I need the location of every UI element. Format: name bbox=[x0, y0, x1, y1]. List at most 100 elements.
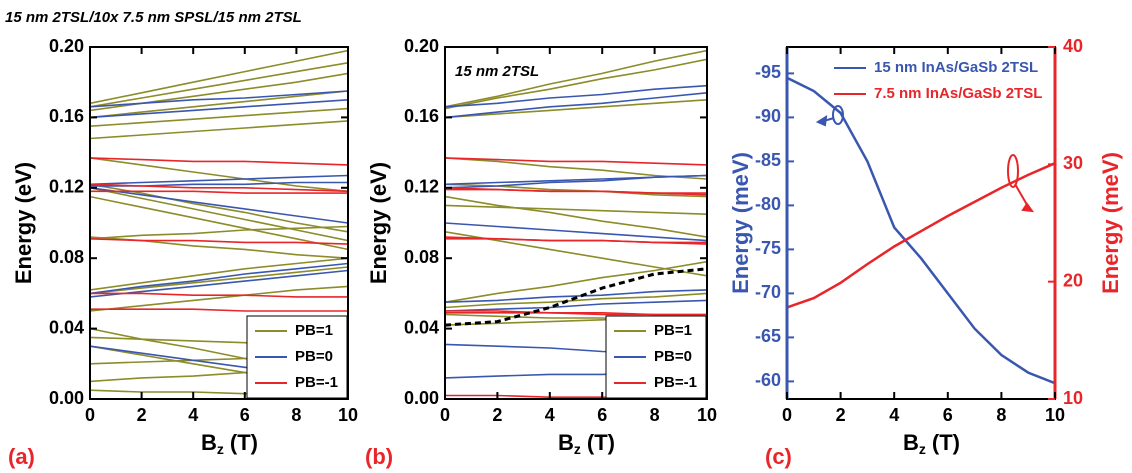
x-tick-label: 6 bbox=[943, 405, 953, 425]
y-tick-label: 0.08 bbox=[49, 247, 84, 267]
x-tick-label: 10 bbox=[1045, 405, 1065, 425]
data-line bbox=[90, 269, 348, 298]
y-tick-label: 0.08 bbox=[404, 247, 439, 267]
x-tick-label: 6 bbox=[597, 405, 607, 425]
y-axis-label: Energy (eV) bbox=[11, 162, 36, 284]
y-tick-label: 0.12 bbox=[49, 177, 84, 197]
data-line bbox=[90, 285, 348, 312]
x-label-sub: z bbox=[574, 441, 581, 457]
data-line bbox=[90, 266, 348, 295]
panel: 0 2 4 6 8 10 0.00 0.04 0.08 0.12 0.16 0.20 15 nm 2TS… bbox=[365, 36, 717, 469]
plot-area bbox=[90, 49, 348, 397]
plot-frame bbox=[89, 46, 349, 400]
y-tick-label: -70 bbox=[755, 282, 781, 302]
y-tick-label: 0.20 bbox=[404, 36, 439, 56]
legend: 15 nm InAs/GaSb 2TSL 7.5 nm InAs/GaSb 2TS… bbox=[834, 59, 1042, 102]
panel: 0 2 4 6 8 10 -95 -90 -85 -80 -75 -70 -65 -60 10 20 30 40 B… bbox=[728, 36, 1123, 469]
data-line bbox=[445, 204, 707, 215]
x-tick-label: 0 bbox=[440, 405, 450, 425]
x-tick-label: 2 bbox=[137, 405, 147, 425]
x-tick-label: 8 bbox=[291, 405, 301, 425]
plot-frame bbox=[444, 46, 708, 400]
data-line bbox=[90, 62, 348, 108]
data-line bbox=[90, 90, 348, 108]
data-line bbox=[90, 238, 348, 245]
legend-label: PB=-1 bbox=[295, 374, 338, 391]
data-line bbox=[445, 267, 707, 327]
y-tick-label: 0.20 bbox=[49, 36, 84, 56]
y-axis-label: Energy (meV) bbox=[728, 152, 753, 294]
x-tick-label: 0 bbox=[782, 405, 792, 425]
y2-axis-label: Energy (meV) bbox=[1098, 152, 1123, 294]
y-tick-label: 0.16 bbox=[404, 106, 439, 126]
y-tick-label: -60 bbox=[755, 370, 781, 390]
data-line bbox=[445, 157, 707, 180]
legend-label: PB=1 bbox=[295, 322, 333, 339]
data-line bbox=[445, 238, 707, 244]
data-line bbox=[445, 195, 707, 238]
data-line bbox=[445, 92, 707, 119]
data-line bbox=[90, 120, 348, 140]
x-tick-label: 8 bbox=[996, 405, 1006, 425]
plot-area bbox=[787, 76, 1055, 385]
data-line bbox=[445, 222, 707, 242]
x-tick-label: 10 bbox=[697, 405, 717, 425]
panel-label: (c) bbox=[765, 444, 792, 469]
x-axis-label: Bz (T) bbox=[201, 430, 258, 457]
chart-title: 15 nm 2TSL bbox=[455, 63, 539, 80]
x-tick-label: 4 bbox=[188, 405, 198, 425]
x-tick-label: 8 bbox=[650, 405, 660, 425]
data-line bbox=[90, 174, 348, 186]
x-label-sub: z bbox=[217, 441, 224, 457]
chart-title: 15 nm 2TSL/10x 7.5 nm SPSL/15 nm 2TSL bbox=[5, 9, 302, 26]
data-line bbox=[445, 84, 707, 108]
y-tick-label: 0.04 bbox=[49, 317, 84, 337]
y-tick-label: -80 bbox=[755, 194, 781, 214]
y2-tick-label: 20 bbox=[1063, 270, 1083, 290]
x-tick-label: 2 bbox=[492, 405, 502, 425]
legend-label: 7.5 nm InAs/GaSb 2TSL bbox=[874, 85, 1042, 102]
y-tick-label: -85 bbox=[755, 150, 781, 170]
data-line bbox=[90, 183, 348, 193]
y-tick-label: -90 bbox=[755, 106, 781, 126]
y-tick-label: 0.12 bbox=[404, 177, 439, 197]
data-line bbox=[787, 162, 1055, 309]
data-line bbox=[90, 190, 348, 194]
data-line bbox=[90, 262, 348, 295]
x-label-sub: z bbox=[919, 441, 926, 457]
data-line bbox=[445, 292, 707, 309]
data-line bbox=[90, 157, 348, 166]
x-label-unit: (T) bbox=[587, 430, 615, 455]
x-label-unit: (T) bbox=[230, 430, 258, 455]
data-line bbox=[90, 187, 348, 224]
data-line bbox=[445, 188, 707, 194]
data-line bbox=[90, 99, 348, 119]
panel-label: (b) bbox=[365, 444, 393, 469]
panel-label: (a) bbox=[8, 444, 35, 469]
y-tick-label: -95 bbox=[755, 62, 781, 82]
data-line bbox=[90, 308, 348, 312]
y-tick-label: 0.00 bbox=[49, 388, 84, 408]
legend: PB=1 PB=0 PB=-1 bbox=[605, 315, 707, 399]
data-line bbox=[445, 58, 707, 110]
data-line bbox=[445, 394, 707, 399]
x-tick-label: 10 bbox=[338, 405, 358, 425]
data-line bbox=[445, 99, 707, 119]
y-axis-label: Energy (eV) bbox=[366, 162, 391, 284]
legend-label: PB=0 bbox=[654, 348, 692, 365]
x-label-main: B bbox=[201, 430, 217, 455]
legend-label: PB=1 bbox=[654, 322, 692, 339]
y2-tick-label: 30 bbox=[1063, 153, 1083, 173]
x-axis-label: Bz (T) bbox=[558, 430, 615, 457]
data-line bbox=[445, 312, 707, 316]
y2-tick-label: 10 bbox=[1063, 388, 1083, 408]
data-line bbox=[90, 49, 348, 105]
y-tick-label: 0.16 bbox=[49, 106, 84, 126]
data-line bbox=[445, 157, 707, 166]
x-label-unit: (T) bbox=[932, 430, 960, 455]
data-line bbox=[90, 187, 348, 242]
x-tick-label: 2 bbox=[836, 405, 846, 425]
data-line bbox=[90, 292, 348, 298]
y-tick-label: -75 bbox=[755, 238, 781, 258]
